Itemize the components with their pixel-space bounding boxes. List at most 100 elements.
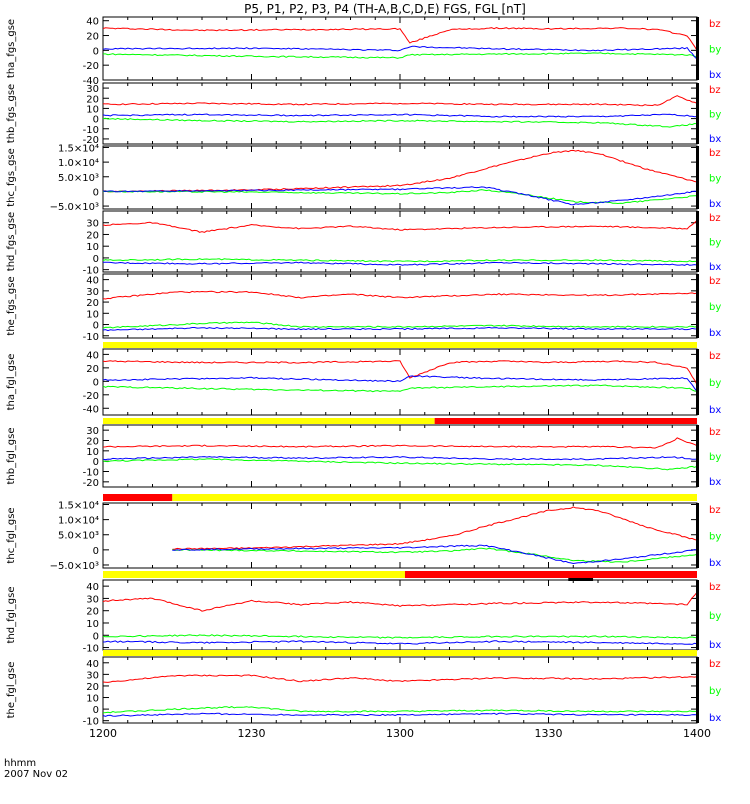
panel-7-ytick-label: -20	[83, 478, 99, 489]
panel-1-ytick-label: 0	[93, 46, 99, 57]
panel-4-right-edge	[696, 211, 699, 272]
panel-3-ytick-label: 1.0×10⁴	[58, 158, 99, 169]
panel-1-series-by	[103, 52, 698, 59]
time-axis-tick-label: 1300	[386, 727, 414, 740]
panel-4-series-by	[102, 258, 697, 263]
panel-6-legend-by: by	[709, 378, 721, 389]
panel-3-legend-by: by	[709, 174, 721, 185]
panel-10-frame	[102, 656, 698, 724]
panel-4-series-bz	[102, 220, 698, 233]
panel-2-ytick-label: -20	[83, 135, 99, 146]
status-bar-3-segment	[103, 494, 173, 501]
time-axis-label-hhmm: hhmm	[4, 758, 36, 769]
panel-9-legend-by: by	[709, 611, 721, 622]
panel-4-ylabel: thd_fgs_gse	[6, 212, 17, 271]
panel-9-legend-bz: bz	[709, 582, 721, 593]
panel-8-ylabel: thc_fgl_gse	[6, 507, 17, 563]
panel-3-ytick-label: 1.5×10⁴	[58, 143, 99, 154]
panel-5-ytick-label: 20	[86, 298, 99, 309]
panel-8-ytick-label: 0	[93, 546, 99, 557]
status-bar-1-segment	[103, 342, 697, 348]
time-axis-tick-label: 1200	[89, 727, 117, 740]
panel-6-series-by	[102, 384, 698, 393]
panel-7-ytick-label: 30	[86, 426, 99, 437]
panel-3-legend-bx: bx	[709, 199, 721, 210]
panel-2-right-edge	[696, 83, 699, 144]
panel-7-ylabel: thb_fgl_gse	[6, 428, 17, 485]
panel-10-ytick-label: 40	[86, 659, 99, 670]
panel-10-legend-bx: bx	[709, 713, 721, 724]
panel-1-legend-bx: bx	[709, 70, 721, 81]
panel-4-legend-by: by	[709, 238, 721, 249]
panel-4-ytick-label: 0	[93, 254, 99, 265]
panel-4-ytick-label: 10	[86, 242, 99, 253]
panel-6-legend-bx: bx	[709, 405, 721, 416]
panel-7-series-bx	[102, 456, 698, 461]
panel-5-legend-bx: bx	[709, 328, 721, 339]
panel-6-ytick-label: -40	[83, 404, 99, 415]
panel-4-series-bx	[103, 261, 698, 266]
panel-1-legend-by: by	[709, 45, 721, 56]
panel-1-ytick-label: -40	[83, 76, 99, 87]
panel-2-ylabel: thb_fgs_gse	[6, 84, 17, 143]
panel-8-legend-bx: bx	[709, 558, 721, 569]
panel-4-frame	[102, 210, 698, 273]
panel-7-ytick-label: -10	[83, 468, 99, 479]
panel-5-ytick-label: -10	[83, 332, 99, 343]
panel-1-ytick-label: -20	[83, 61, 99, 72]
panel-3-legend-bz: bz	[709, 148, 721, 159]
panel-8-ytick-label: 1.5×10⁴	[58, 501, 99, 512]
panel-7-legend-bx: bx	[709, 477, 721, 488]
status-bar-4-segment	[103, 571, 405, 578]
panel-3-ytick-label: 0	[93, 187, 99, 198]
status-bar-3-segment	[172, 494, 698, 501]
panel-7-right-edge	[696, 425, 699, 487]
panel-7-legend-bz: bz	[709, 427, 721, 438]
panel-5-legend-bz: bz	[709, 276, 721, 287]
panel-8-frame	[102, 502, 698, 569]
panel-8-legend-bz: bz	[709, 505, 721, 516]
panel-2-ytick-label: -10	[83, 125, 99, 136]
panel-4-legend-bz: bz	[709, 213, 721, 224]
panel-5-right-edge	[696, 274, 699, 338]
panel-6-ytick-label: -20	[83, 391, 99, 402]
panel-5-ytick-label: 0	[93, 321, 99, 332]
panel-6-series-bz	[102, 360, 698, 385]
time-axis-tick-label: 1400	[683, 727, 711, 740]
panel-3-right-edge	[696, 146, 699, 209]
status-bar-2-segment	[434, 418, 697, 424]
panel-9-frame	[102, 579, 698, 651]
panel-8-series-bz	[172, 506, 698, 550]
panel-2-frame	[102, 82, 698, 145]
panel-2-legend-bz: bz	[709, 85, 721, 96]
status-bar-2-segment	[103, 418, 435, 424]
panel-9-ytick-label: 40	[86, 582, 99, 593]
panel-2-series-by	[102, 117, 698, 128]
panel-5-ytick-label: 10	[86, 309, 99, 320]
panel-6-series-bx	[102, 375, 698, 392]
panel-9-ytick-label: 30	[86, 594, 99, 605]
panel-3-frame	[102, 145, 698, 210]
panel-1-ytick-label: 40	[86, 17, 99, 28]
panel-9-legend-bx: bx	[709, 640, 721, 651]
panel-1-legend-bz: bz	[709, 19, 721, 30]
panel-4-ytick-label: 20	[86, 230, 99, 241]
status-bar-4-marker	[568, 578, 594, 581]
panel-1-ytick-label: 20	[86, 32, 99, 43]
panel-8-ytick-label: 1.0×10⁴	[58, 516, 99, 527]
panel-10-ytick-label: 30	[86, 670, 99, 681]
panel-9-ytick-label: 0	[93, 631, 99, 642]
panel-10-legend-by: by	[709, 686, 721, 697]
panel-7-series-bz	[102, 437, 698, 449]
panel-6-frame	[102, 348, 698, 416]
panel-10-ytick-label: 10	[86, 694, 99, 705]
panel-10-series-bx	[102, 712, 698, 717]
panel-1-right-edge	[696, 17, 699, 80]
panel-3-series-bz	[102, 149, 698, 193]
panel-4-ytick-label: 30	[86, 219, 99, 230]
panel-2-legend-bx: bx	[709, 134, 721, 145]
panel-5-ytick-label: 30	[86, 287, 99, 298]
panel-7-ytick-label: 10	[86, 447, 99, 458]
